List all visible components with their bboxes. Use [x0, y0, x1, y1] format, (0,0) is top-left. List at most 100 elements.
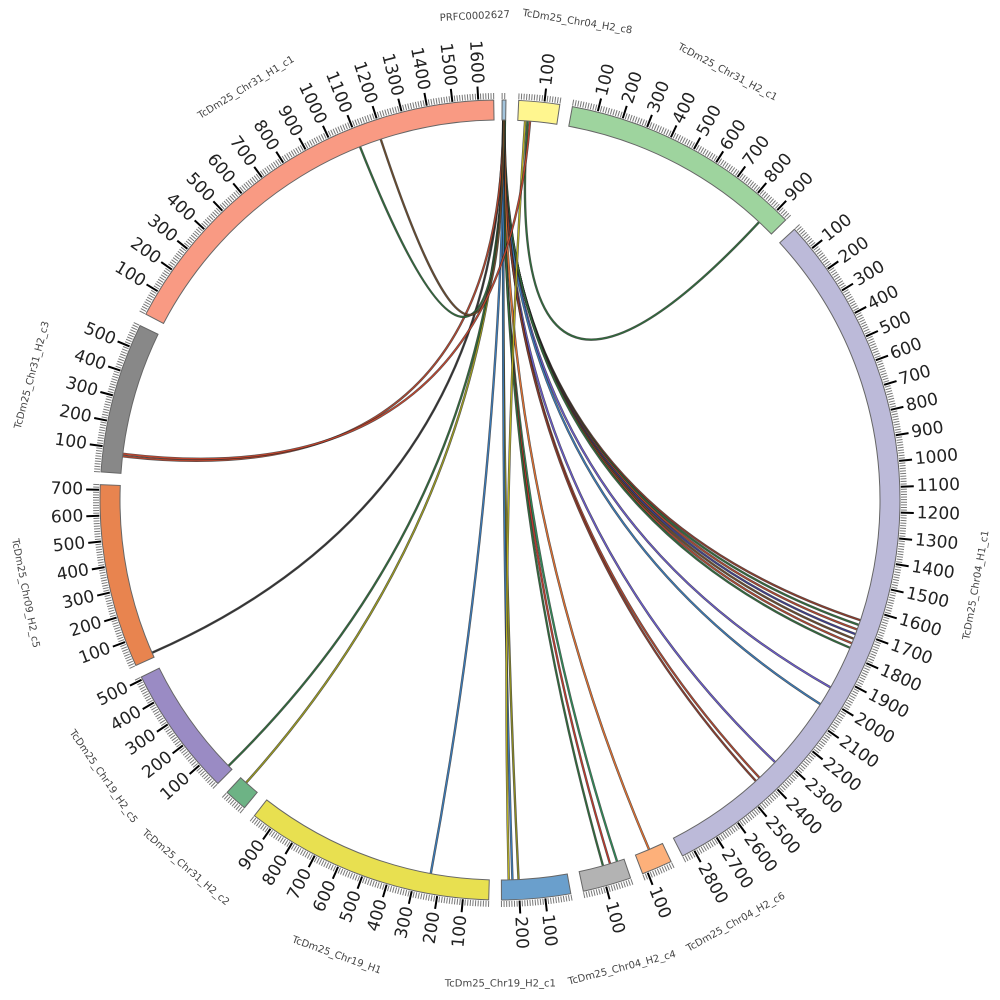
minor-tick	[759, 189, 765, 195]
minor-tick	[349, 872, 353, 879]
minor-tick	[327, 130, 332, 137]
minor-tick	[146, 296, 153, 301]
minor-tick	[798, 228, 804, 233]
minor-tick	[229, 195, 235, 201]
link	[122, 121, 531, 460]
minor-tick	[745, 816, 751, 822]
minor-tick	[129, 331, 135, 335]
minor-tick	[769, 796, 775, 802]
minor-tick	[830, 269, 836, 274]
minor-tick	[751, 183, 757, 189]
minor-tick	[884, 385, 891, 388]
segment-label: TcDm25_Chr04_H2_c8	[521, 8, 633, 37]
minor-tick	[102, 587, 109, 590]
minor-tick	[332, 865, 337, 872]
minor-tick	[853, 307, 860, 312]
minor-tick	[138, 683, 145, 688]
minor-tick	[889, 594, 896, 597]
minor-tick	[311, 138, 316, 145]
minor-tick	[536, 94, 538, 101]
minor-tick	[825, 262, 832, 268]
tick-label: 300	[64, 373, 101, 401]
minor-tick	[720, 834, 725, 840]
minor-tick	[607, 107, 610, 114]
minor-tick	[407, 103, 410, 110]
minor-tick	[297, 146, 302, 153]
minor-tick	[404, 889, 408, 896]
minor-tick	[243, 183, 248, 189]
minor-tick	[821, 738, 828, 743]
minor-tick	[253, 819, 259, 825]
minor-tick	[677, 135, 682, 141]
minor-tick	[221, 792, 227, 798]
link-outline	[122, 121, 532, 461]
minor-tick	[109, 385, 116, 389]
minor-tick	[195, 228, 202, 234]
minor-tick	[851, 692, 857, 697]
minor-tick	[893, 423, 900, 426]
minor-tick	[698, 847, 703, 854]
minor-tick	[604, 107, 608, 114]
minor-tick	[779, 787, 784, 793]
minor-tick	[95, 457, 102, 460]
minor-tick	[696, 849, 701, 855]
minor-tick	[570, 894, 573, 901]
major-tick	[307, 855, 316, 868]
minor-tick	[277, 158, 282, 165]
minor-tick	[316, 857, 320, 864]
minor-tick	[894, 425, 901, 429]
major-tick	[596, 98, 603, 112]
tick-label: 500	[81, 319, 119, 350]
minor-tick	[893, 576, 900, 579]
minor-tick	[886, 604, 894, 607]
minor-tick	[735, 824, 740, 830]
tick-label: 600	[50, 506, 83, 527]
minor-tick	[898, 451, 905, 454]
tick-label: 1300	[377, 51, 407, 98]
minor-tick	[184, 242, 190, 248]
minor-tick	[803, 233, 809, 239]
minor-tick	[897, 449, 904, 452]
minor-tick	[629, 114, 633, 121]
minor-tick	[404, 104, 408, 111]
major-tick	[112, 641, 126, 648]
segment-label: TcDm25_Chr04_H1_c1	[961, 530, 992, 642]
minor-tick	[873, 645, 880, 650]
minor-tick	[207, 778, 213, 784]
minor-tick	[272, 161, 278, 168]
minor-tick	[897, 550, 904, 553]
major-tick	[736, 165, 747, 178]
major-tick	[94, 417, 108, 422]
minor-tick	[396, 105, 400, 113]
minor-tick	[323, 133, 327, 139]
minor-tick	[118, 639, 125, 643]
minor-tick	[96, 551, 103, 554]
tick-label: 500	[52, 533, 86, 556]
minor-tick	[112, 373, 119, 377]
tick-label: 100	[536, 52, 559, 86]
minor-tick	[661, 127, 665, 134]
link	[502, 120, 604, 866]
tick-label: 400	[71, 346, 108, 375]
minor-tick	[883, 380, 890, 383]
minor-tick	[337, 126, 341, 133]
minor-tick	[782, 783, 788, 789]
minor-tick	[853, 688, 860, 692]
minor-tick	[617, 110, 621, 117]
minor-tick	[376, 882, 380, 889]
minor-tick	[538, 94, 541, 101]
major-tick	[434, 895, 439, 910]
major-tick	[423, 92, 428, 106]
minor-tick	[881, 623, 888, 627]
minor-tick	[108, 388, 115, 391]
minor-tick	[264, 827, 269, 833]
major-tick	[298, 137, 307, 150]
major-tick	[875, 354, 889, 362]
minor-tick	[577, 100, 580, 107]
minor-tick	[897, 553, 904, 556]
major-tick	[193, 219, 205, 230]
minor-tick	[881, 621, 888, 625]
minor-tick	[97, 559, 104, 561]
minor-tick	[671, 862, 675, 869]
